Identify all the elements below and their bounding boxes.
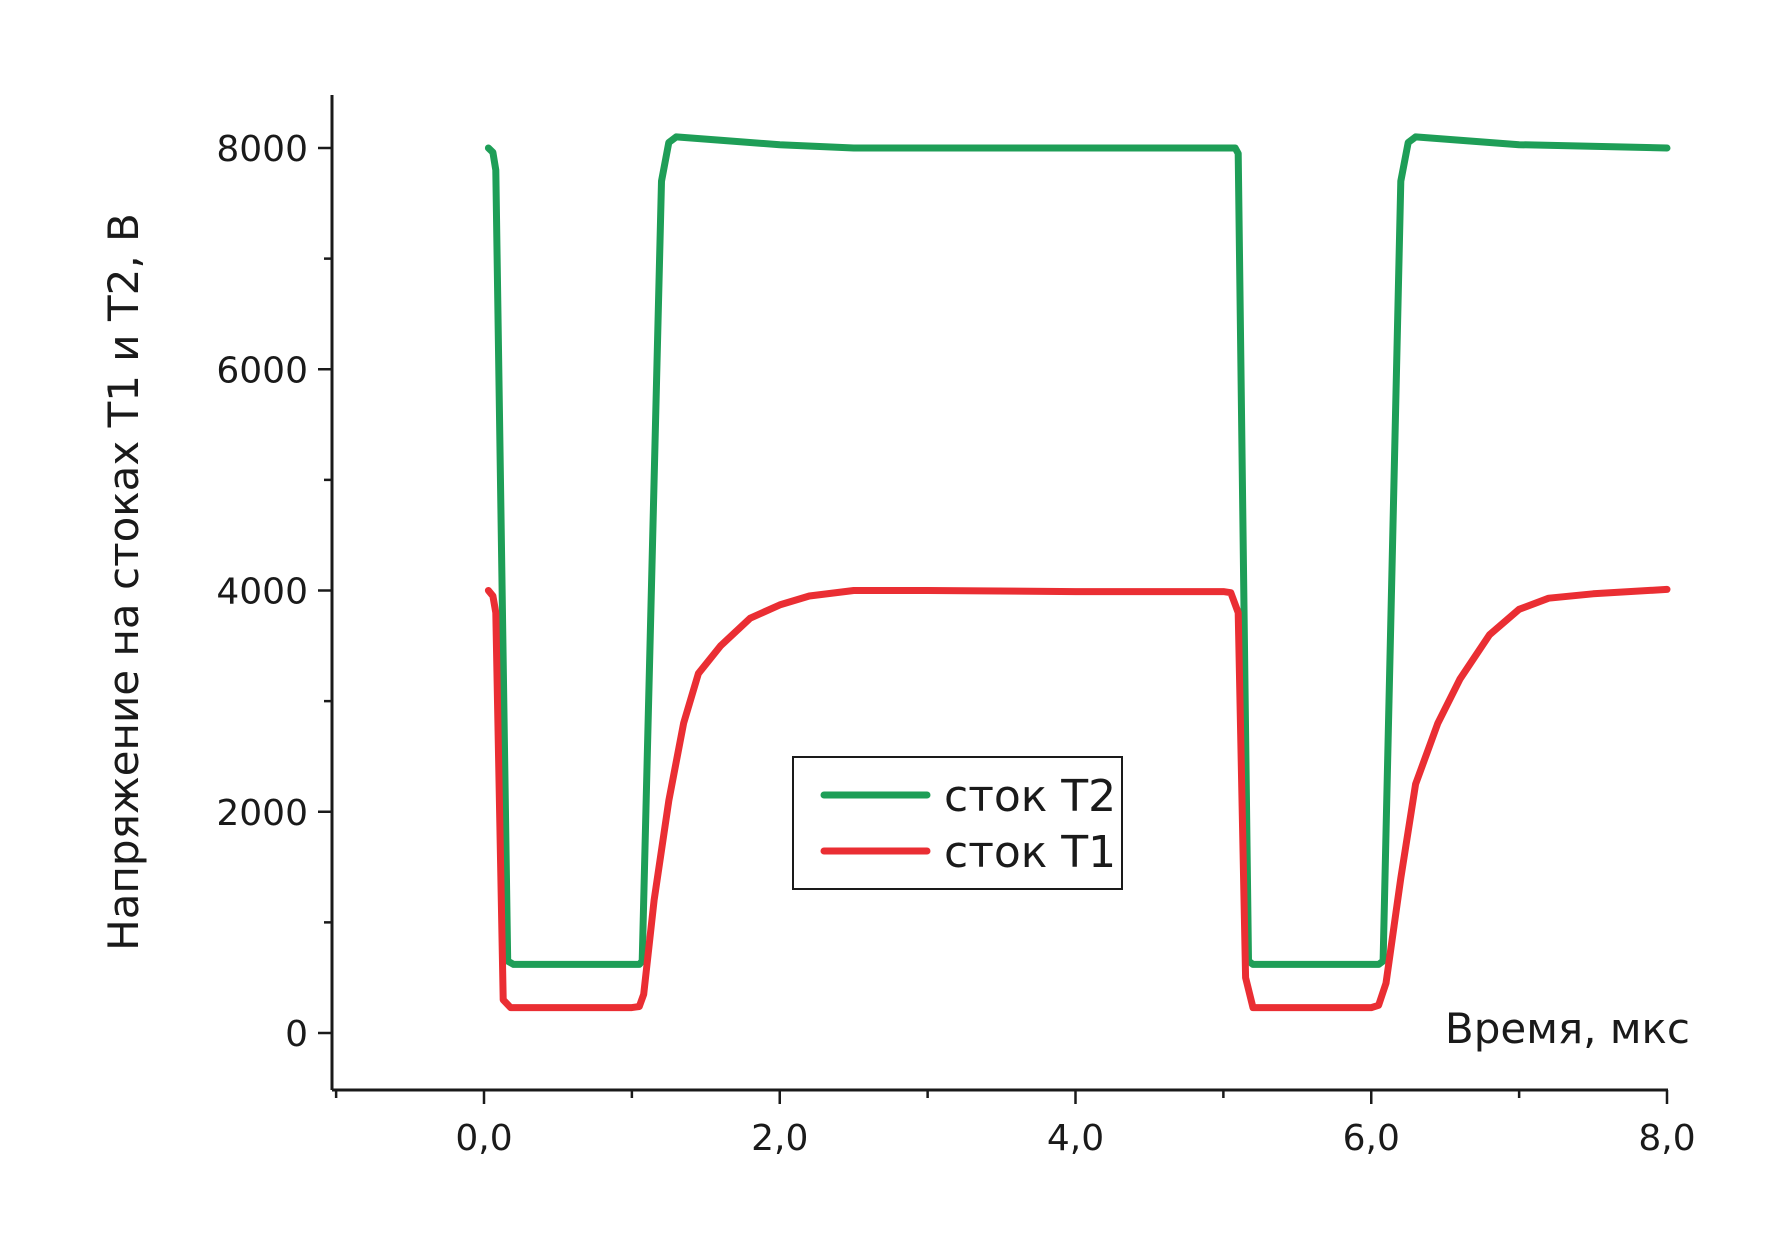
y-tick-label: 6000	[216, 350, 308, 391]
y-ticks: 0 2000 4000 6000 8000	[216, 129, 332, 1055]
x-tick-label: 0,0	[455, 1118, 512, 1159]
legend-label-t1: сток Т1	[944, 827, 1116, 878]
y-axis-title: Напряжение на стоках Т1 и Т2, В	[99, 213, 148, 951]
x-tick-label: 6,0	[1343, 1118, 1400, 1159]
y-tick-label: 8000	[216, 129, 308, 170]
y-tick-label: 2000	[216, 793, 308, 834]
axes	[330, 95, 1668, 1092]
x-ticks: 0,0 2,0 4,0 6,0 8,0	[334, 1090, 1696, 1159]
series-line-t1	[484, 585, 1671, 1012]
x-axis-title: Время, мкс	[1445, 1004, 1690, 1053]
legend: сток Т2 сток Т1	[792, 756, 1123, 890]
series-group	[484, 133, 1671, 1012]
y-tick-label: 0	[285, 1014, 308, 1055]
series-line-t2	[484, 133, 1671, 968]
legend-box	[792, 756, 1123, 890]
legend-label-t2: сток Т2	[944, 771, 1116, 822]
x-tick-label: 2,0	[751, 1118, 808, 1159]
y-tick-label: 4000	[216, 572, 308, 613]
x-tick-label: 8,0	[1638, 1118, 1695, 1159]
x-tick-label: 4,0	[1047, 1118, 1104, 1159]
